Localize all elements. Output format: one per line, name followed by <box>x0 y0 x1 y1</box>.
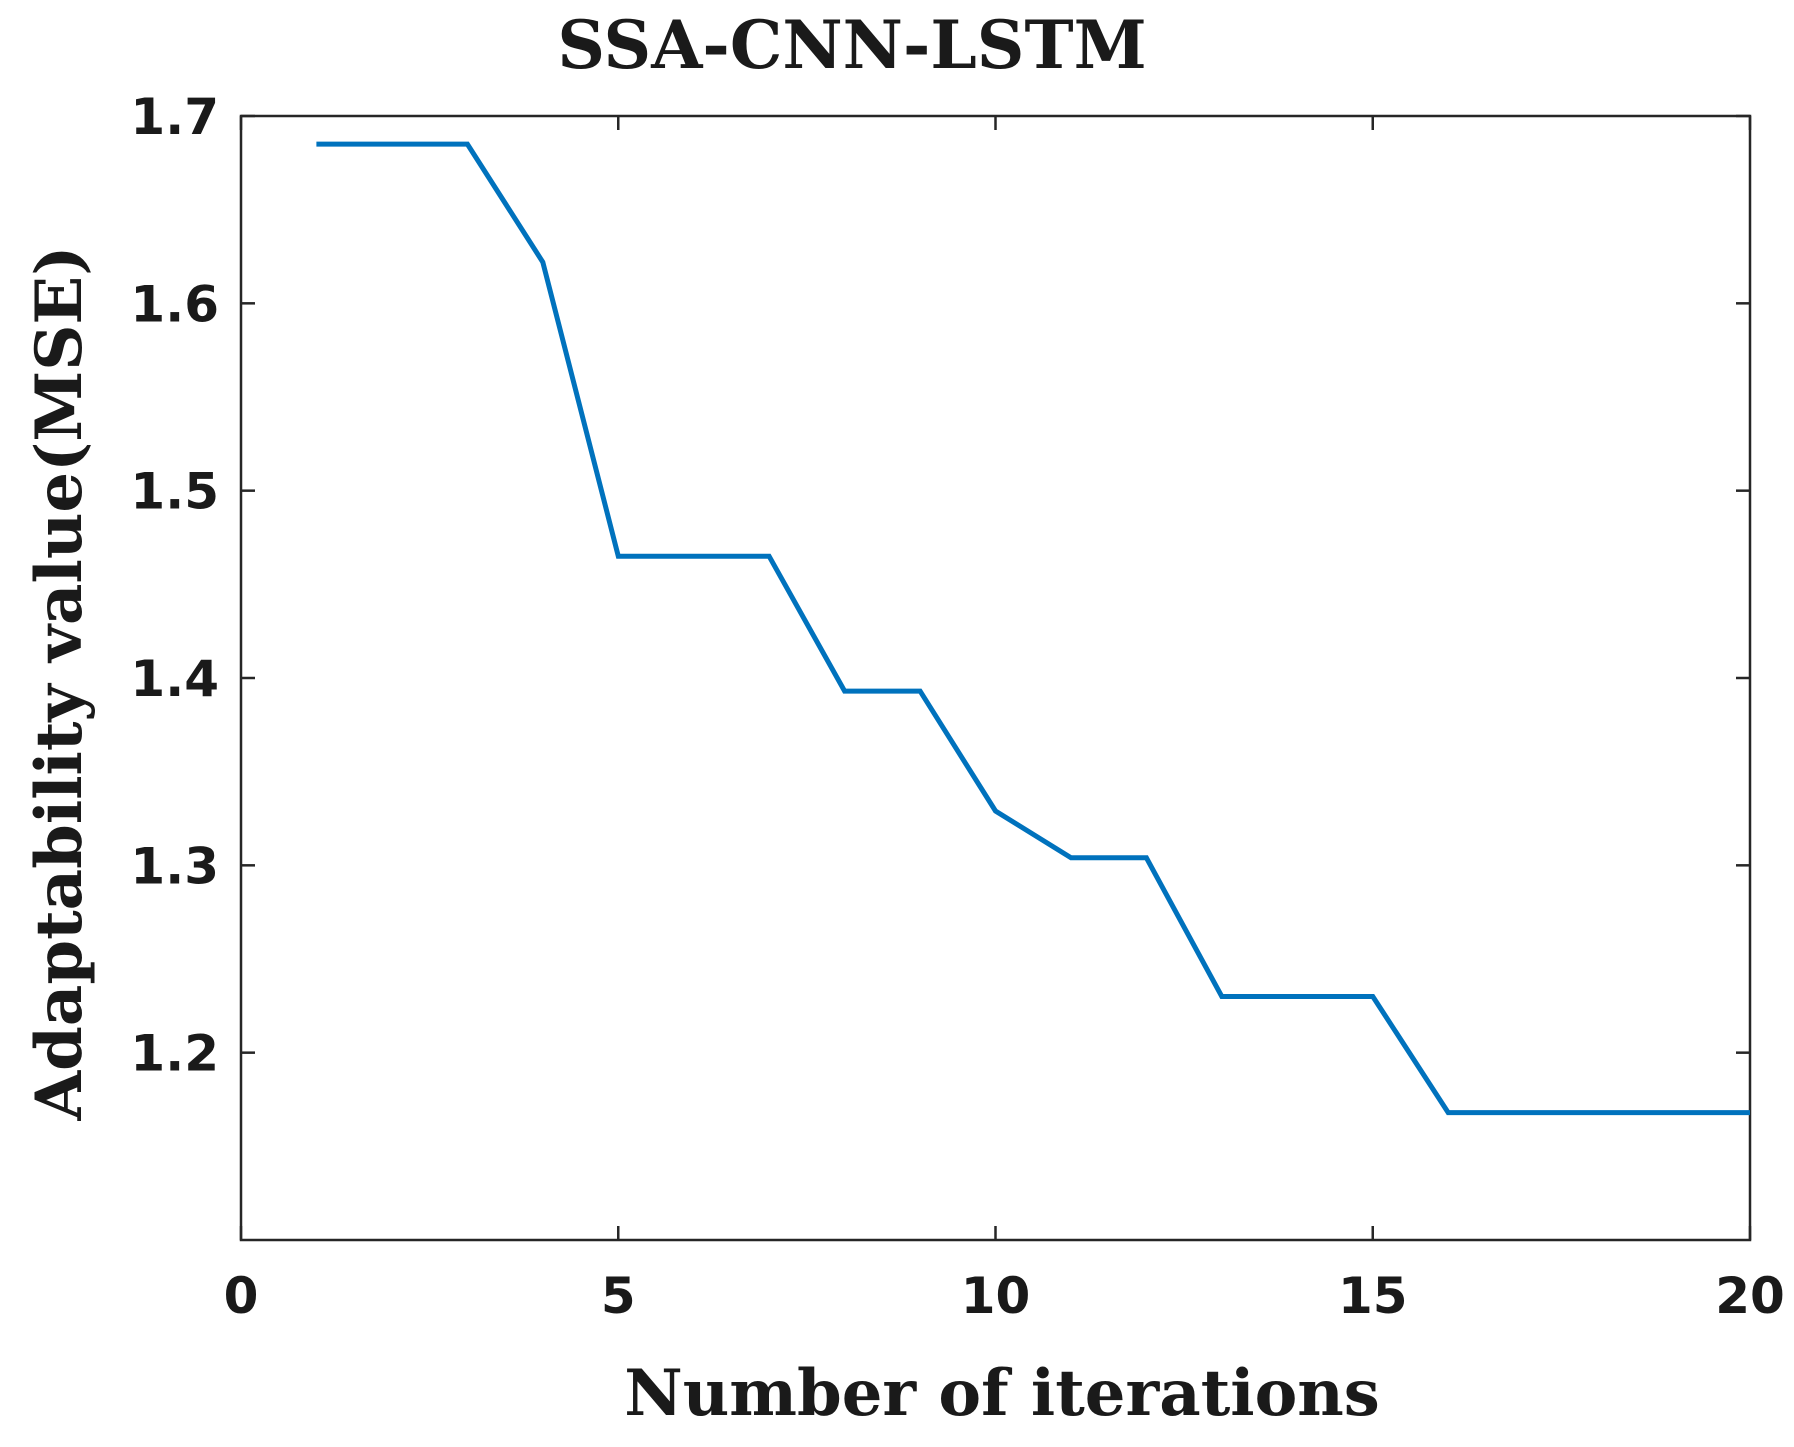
y-tick-label-0: 1.2 <box>130 1025 219 1083</box>
y-tick-label-4: 1.6 <box>130 275 219 333</box>
y-tick-label-1: 1.3 <box>130 837 219 895</box>
x-tick-label-1: 5 <box>601 1267 636 1325</box>
x-tick-label-0: 0 <box>224 1267 259 1325</box>
plot-area: 0 5 10 15 20 1.2 1.3 1.4 1.5 1.6 1.7 <box>130 88 1784 1325</box>
y-tick-label-2: 1.4 <box>130 650 219 708</box>
x-tick-label-3: 15 <box>1338 1267 1408 1325</box>
y-tick-label-5: 1.7 <box>130 88 219 146</box>
y-tick-label-3: 1.5 <box>130 463 219 521</box>
axes-box <box>239 114 1752 1242</box>
x-tick-label-2: 10 <box>961 1267 1031 1325</box>
x-axis-label: Number of iterations <box>624 1356 1380 1431</box>
series-line-0 <box>316 141 1750 1116</box>
chart-title: SSA-CNN-LSTM <box>557 6 1146 84</box>
x-tick-label-4: 20 <box>1715 1267 1785 1325</box>
y-axis-label: Adaptability value(MSE) <box>22 246 97 1122</box>
